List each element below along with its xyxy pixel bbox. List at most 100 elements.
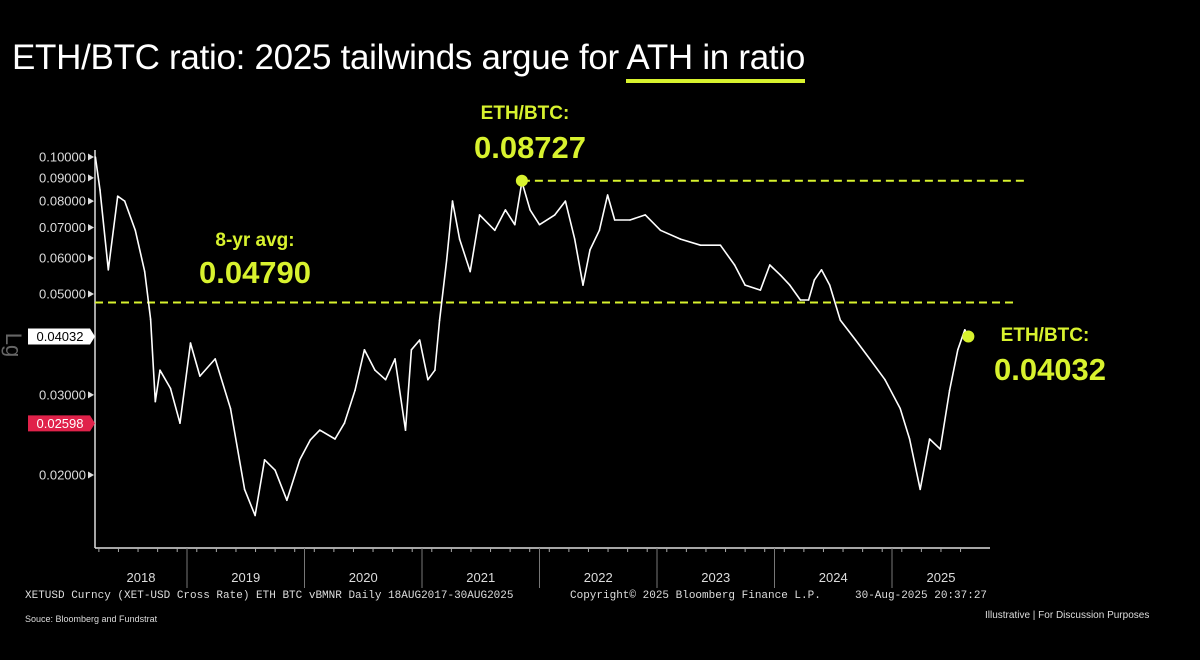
x-tick-label: 2020 <box>349 570 378 585</box>
data-point <box>179 422 181 424</box>
copyright: Copyright© 2025 Bloomberg Finance L.P. <box>570 590 821 602</box>
peak-point <box>515 174 528 187</box>
x-tick-label: 2018 <box>127 570 156 585</box>
disclaimer: Illustrative | For Discussion Purposes <box>985 610 1150 621</box>
data-point <box>169 387 172 390</box>
data-point <box>939 448 941 450</box>
data-point <box>529 209 531 211</box>
data-point <box>263 459 266 461</box>
y-tick-mark <box>88 153 94 161</box>
data-point <box>564 200 567 202</box>
data-point <box>189 342 192 344</box>
y-tick-label: 0.09000 <box>39 170 86 185</box>
source-note: Souce: Bloomberg and Fundstrat <box>25 614 158 624</box>
x-tick-label: 2024 <box>819 570 848 585</box>
data-point <box>759 289 762 291</box>
data-point <box>286 499 288 502</box>
x-tick-label: 2023 <box>701 570 730 585</box>
data-point <box>254 514 256 517</box>
x-tick-label: 2022 <box>584 570 613 585</box>
data-point <box>807 299 810 301</box>
current-point <box>962 330 975 343</box>
y-tick-label: 0.06000 <box>39 250 86 265</box>
data-point <box>854 339 857 341</box>
data-point <box>799 299 802 301</box>
y-tick-mark <box>88 254 94 262</box>
data-point <box>613 219 616 221</box>
y-tick-label: 0.08000 <box>39 194 86 209</box>
title-text: ETH/BTC ratio: 2025 tailwinds argue for <box>12 38 627 77</box>
data-point <box>644 214 647 216</box>
data-point <box>469 270 471 273</box>
data-point <box>404 429 407 431</box>
data-point <box>199 375 201 377</box>
data-point <box>154 400 157 403</box>
data-point <box>458 238 461 240</box>
data-point <box>679 238 682 240</box>
x-tick-label: 2021 <box>466 570 495 585</box>
y-tick-label: 0.02000 <box>39 468 86 483</box>
low-value-tag-label: 0.02598 <box>37 416 84 431</box>
timestamp: 30-Aug-2025 20:37:27 <box>855 590 988 602</box>
data-point <box>427 378 429 381</box>
data-point <box>779 274 782 276</box>
data-point <box>606 194 609 196</box>
data-point <box>214 358 216 360</box>
data-point <box>343 422 346 424</box>
data-point <box>410 348 413 351</box>
current-value: 0.04032 <box>993 352 1107 387</box>
data-point <box>908 438 911 440</box>
data-point <box>374 369 376 371</box>
data-point <box>629 219 631 221</box>
data-point <box>318 429 321 431</box>
data-point <box>309 439 312 441</box>
data-point <box>116 195 119 198</box>
y-tick-mark <box>88 391 94 399</box>
data-point <box>434 369 436 371</box>
data-point <box>494 229 496 232</box>
y-tick-mark <box>88 471 94 479</box>
data-point <box>99 189 101 191</box>
data-point <box>788 284 791 286</box>
page-title: ETH/BTC ratio: 2025 tailwinds argue for … <box>12 38 805 83</box>
data-point <box>274 469 276 471</box>
peak-label: ETH/BTC: <box>480 103 570 124</box>
avg-value: 0.04790 <box>198 255 312 290</box>
data-point <box>839 319 842 321</box>
y-tick-mark <box>88 290 94 298</box>
data-point <box>107 269 110 271</box>
data-point <box>354 389 356 392</box>
peak-value: 0.08727 <box>473 130 587 165</box>
data-point <box>243 488 246 491</box>
data-point <box>598 229 601 232</box>
data-point <box>143 270 146 273</box>
data-point <box>820 269 823 271</box>
data-point <box>229 407 232 410</box>
y-tick-mark <box>88 174 94 182</box>
data-point <box>553 214 556 216</box>
data-point <box>868 358 871 360</box>
y-tick-label: 0.05000 <box>39 286 86 301</box>
data-point <box>334 438 336 440</box>
data-point <box>899 407 902 410</box>
data-point <box>538 223 541 226</box>
data-point <box>384 378 387 381</box>
data-point <box>719 244 722 246</box>
data-point <box>948 389 951 392</box>
data-point <box>813 279 816 281</box>
avg-label: 8-yr avg: <box>215 230 295 251</box>
data-point <box>123 200 126 202</box>
data-point <box>299 459 301 461</box>
low-value-tag <box>28 415 95 432</box>
data-point <box>514 223 516 226</box>
data-point <box>744 284 746 286</box>
data-point <box>394 358 396 360</box>
y-tick-label: 0.10000 <box>39 150 86 165</box>
eth-btc-series-line <box>94 156 970 517</box>
data-point <box>928 438 931 440</box>
data-point <box>438 319 441 321</box>
current-label: ETH/BTC: <box>1000 325 1090 346</box>
data-point <box>445 259 448 261</box>
y-tick-mark <box>88 197 94 205</box>
x-tick-label: 2025 <box>927 570 956 585</box>
